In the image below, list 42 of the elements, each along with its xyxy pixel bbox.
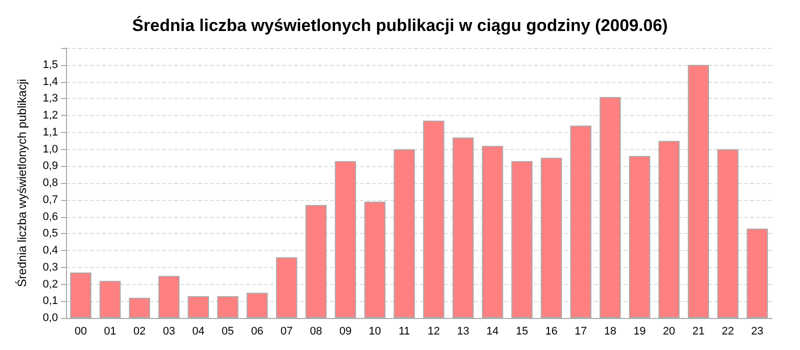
x-tick-label: 17	[574, 326, 587, 338]
y-tick-label: 0,7	[42, 194, 58, 206]
y-tick-label: 1,0	[42, 143, 58, 156]
y-tick-label: 1,1	[42, 126, 58, 138]
x-tick-label: 10	[368, 326, 381, 338]
x-tick-label: 05	[222, 326, 234, 338]
y-tick-label: 0,3	[42, 261, 58, 274]
y-tick-label: 0,2	[42, 278, 58, 290]
x-tick-label: 20	[662, 326, 676, 338]
x-tick-label: 11	[398, 326, 410, 338]
y-tick-label: 0,0	[42, 312, 58, 324]
y-tick-label: 1,4	[42, 76, 58, 88]
x-tick-label: 14	[486, 326, 499, 338]
x-tick-label: 07	[280, 326, 293, 338]
y-tick-label: 0,9	[42, 160, 58, 172]
x-tick-label: 12	[428, 326, 440, 338]
x-tick-label: 18	[604, 326, 616, 338]
x-tick-label: 13	[457, 326, 470, 338]
x-tick-label: 03	[162, 326, 176, 338]
x-tick-label: 16	[545, 326, 558, 338]
x-tick-label: 04	[192, 326, 204, 338]
x-tick-label: 09	[339, 326, 352, 338]
x-tick-label: 19	[634, 326, 646, 338]
x-tick-label: 23	[751, 326, 764, 338]
x-tick-label: 02	[133, 326, 146, 338]
chart-title: Średnia liczba wyświetlonych publikacji w ciągu godziny (2009.06)	[132, 15, 668, 35]
y-tick-label: 0,4	[42, 244, 58, 256]
y-tick-label: 0,5	[42, 228, 58, 240]
y-tick-label: 1,5	[42, 58, 58, 71]
x-tick-label: 15	[516, 326, 528, 338]
x-tick-label: 06	[251, 326, 264, 338]
x-tick-label: 21	[692, 326, 705, 338]
y-axis-title: Średnia liczba wyświetlonych publikacji	[15, 78, 29, 288]
y-tick-label: 0,6	[42, 210, 58, 223]
y-tick-label: 0,8	[42, 177, 58, 189]
y-tick-label: 0,1	[42, 295, 58, 308]
x-tick-label: 22	[722, 326, 734, 338]
x-tick-label: 08	[310, 326, 322, 338]
x-tick-label: 01	[104, 326, 116, 338]
y-tick-label: 1,2	[42, 110, 58, 122]
x-tick-label: 00	[74, 326, 87, 338]
y-tick-label: 1,3	[42, 92, 58, 105]
